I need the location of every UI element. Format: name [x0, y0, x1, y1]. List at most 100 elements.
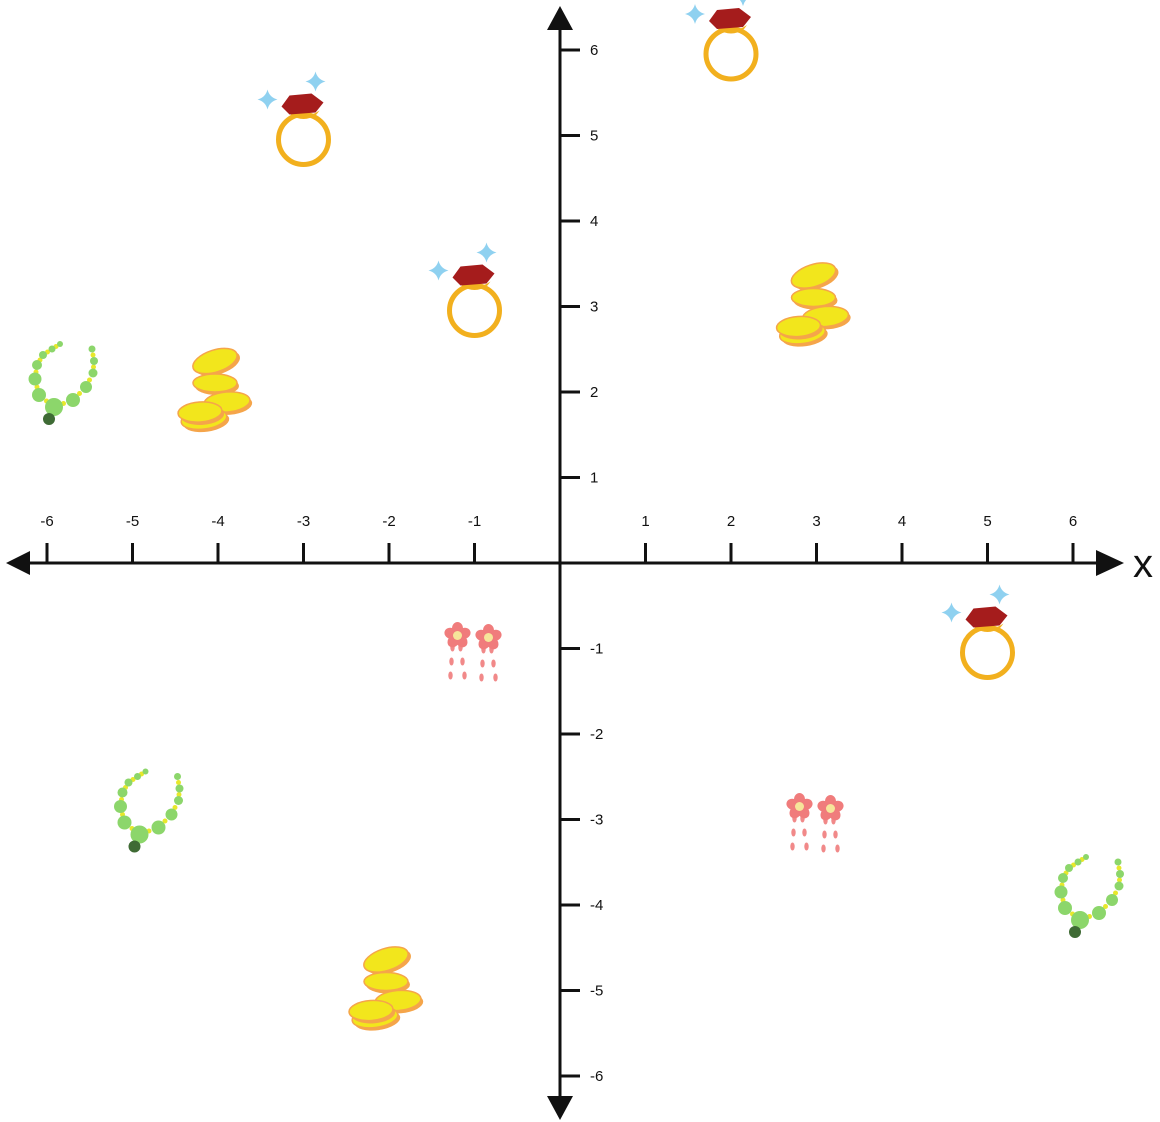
ring-band-icon [447, 283, 502, 338]
necklace-bead [142, 768, 149, 775]
necklace-bead [1054, 885, 1068, 899]
earrings-point [444, 622, 502, 682]
ring-setting-icon [287, 110, 320, 119]
necklace-link [1116, 865, 1122, 871]
ring-point [257, 71, 331, 167]
y-axis-bottom-arrow [547, 1096, 573, 1120]
necklace-bead [57, 341, 63, 347]
ring-setting-icon [458, 281, 491, 290]
coin-icon [177, 401, 225, 425]
necklace-bead [1074, 858, 1082, 866]
y-tick-label: -5 [590, 983, 603, 1000]
coin-face [192, 347, 238, 375]
earring-drop [821, 844, 826, 853]
necklace-bead [28, 372, 42, 386]
jewelry-points [28, 0, 1124, 1031]
necklace-bead [1058, 873, 1068, 883]
coins-point [348, 946, 424, 1031]
axes: x [6, 6, 1153, 1120]
y-tick-label: 6 [590, 42, 598, 59]
sparkle-icon [989, 584, 1010, 605]
x-tick-label: 4 [898, 513, 906, 530]
y-tick-label: -1 [590, 641, 603, 658]
earring-flower-icon [817, 795, 844, 853]
necklace-bead [32, 360, 42, 370]
necklace-bead [114, 800, 127, 813]
necklace-bead [130, 825, 149, 844]
earring-drop [491, 659, 496, 668]
coin-icon [348, 999, 396, 1024]
necklace-link [172, 805, 178, 810]
earring-drop [480, 659, 485, 668]
x-tick-label: -4 [211, 513, 224, 530]
necklace-pendant-icon [1069, 926, 1081, 938]
earring-drop [792, 814, 797, 823]
necklace-bead [88, 345, 96, 353]
necklace-bead [1106, 894, 1118, 906]
necklace-bead [90, 357, 98, 365]
x-tick-label: 1 [641, 513, 649, 530]
coin-face [348, 999, 394, 1022]
earring-drop [479, 673, 484, 682]
necklace-bead [1058, 901, 1072, 915]
ring-setting-icon [715, 25, 747, 34]
sparkle-icon [739, 0, 747, 6]
ring-setting-icon [971, 623, 1004, 632]
necklace-bead [66, 393, 80, 407]
necklace-bead [39, 351, 47, 359]
necklace-link [1117, 877, 1122, 883]
flower-center [826, 804, 835, 813]
ring-band-icon [960, 625, 1015, 680]
ring-gem-icon [452, 264, 495, 286]
y-tick-label: 1 [590, 470, 598, 487]
ring-gem-icon [965, 606, 1008, 628]
x-axis-left-arrow [6, 551, 30, 575]
coin-icon [363, 971, 410, 994]
x-tick-label: 6 [1069, 513, 1077, 530]
earring-drop [458, 643, 463, 652]
axis-ticks: -6 -5 -4 -3 -2 -1 1 2 3 4 5 6 6 5 4 3 2 1 -1 -2 -3 -4 -5 -6 [40, 42, 1077, 1085]
necklace-point [28, 341, 98, 425]
necklace-bead [1114, 881, 1124, 891]
earrings-point [786, 793, 844, 853]
earring-drop [833, 830, 838, 839]
necklace-bead [1071, 911, 1089, 929]
ring-point [685, 0, 759, 82]
x-tick-label: -3 [297, 513, 310, 530]
x-tick-label: -5 [126, 513, 139, 530]
necklace-link [1103, 904, 1108, 909]
earring-drop [460, 657, 465, 666]
necklace-point [1054, 854, 1124, 938]
coin-icon [192, 373, 239, 395]
earring-drop [449, 657, 454, 666]
coin-icon [790, 287, 838, 310]
y-tick-label: 4 [590, 213, 598, 230]
sparkle-icon [257, 89, 278, 110]
sparkle-icon [428, 260, 449, 281]
necklace-link [77, 391, 82, 396]
coin-icon [775, 315, 823, 340]
necklace-bead [1083, 854, 1089, 860]
flower-center [795, 802, 804, 811]
necklace-bead [151, 820, 166, 835]
x-tick-label: 3 [812, 513, 820, 530]
x-tick-label: 5 [983, 513, 991, 530]
necklace-bead [174, 773, 181, 780]
earring-drop [822, 830, 827, 839]
necklace-bead [88, 368, 98, 378]
earring-flower-icon [786, 793, 813, 851]
x-tick-label: -6 [40, 513, 53, 530]
necklace-link [176, 780, 181, 785]
necklace-bead [48, 345, 56, 353]
coin-face [177, 401, 223, 423]
necklace-link [87, 377, 92, 383]
necklace-link [90, 352, 96, 358]
necklace-bead [134, 773, 141, 780]
ring-gem-icon [709, 8, 751, 29]
y-tick-label: -4 [590, 897, 603, 914]
y-tick-label: -3 [590, 812, 603, 829]
coins-point [177, 347, 253, 433]
earring-drop [791, 828, 796, 837]
necklace-bead [1116, 870, 1124, 878]
